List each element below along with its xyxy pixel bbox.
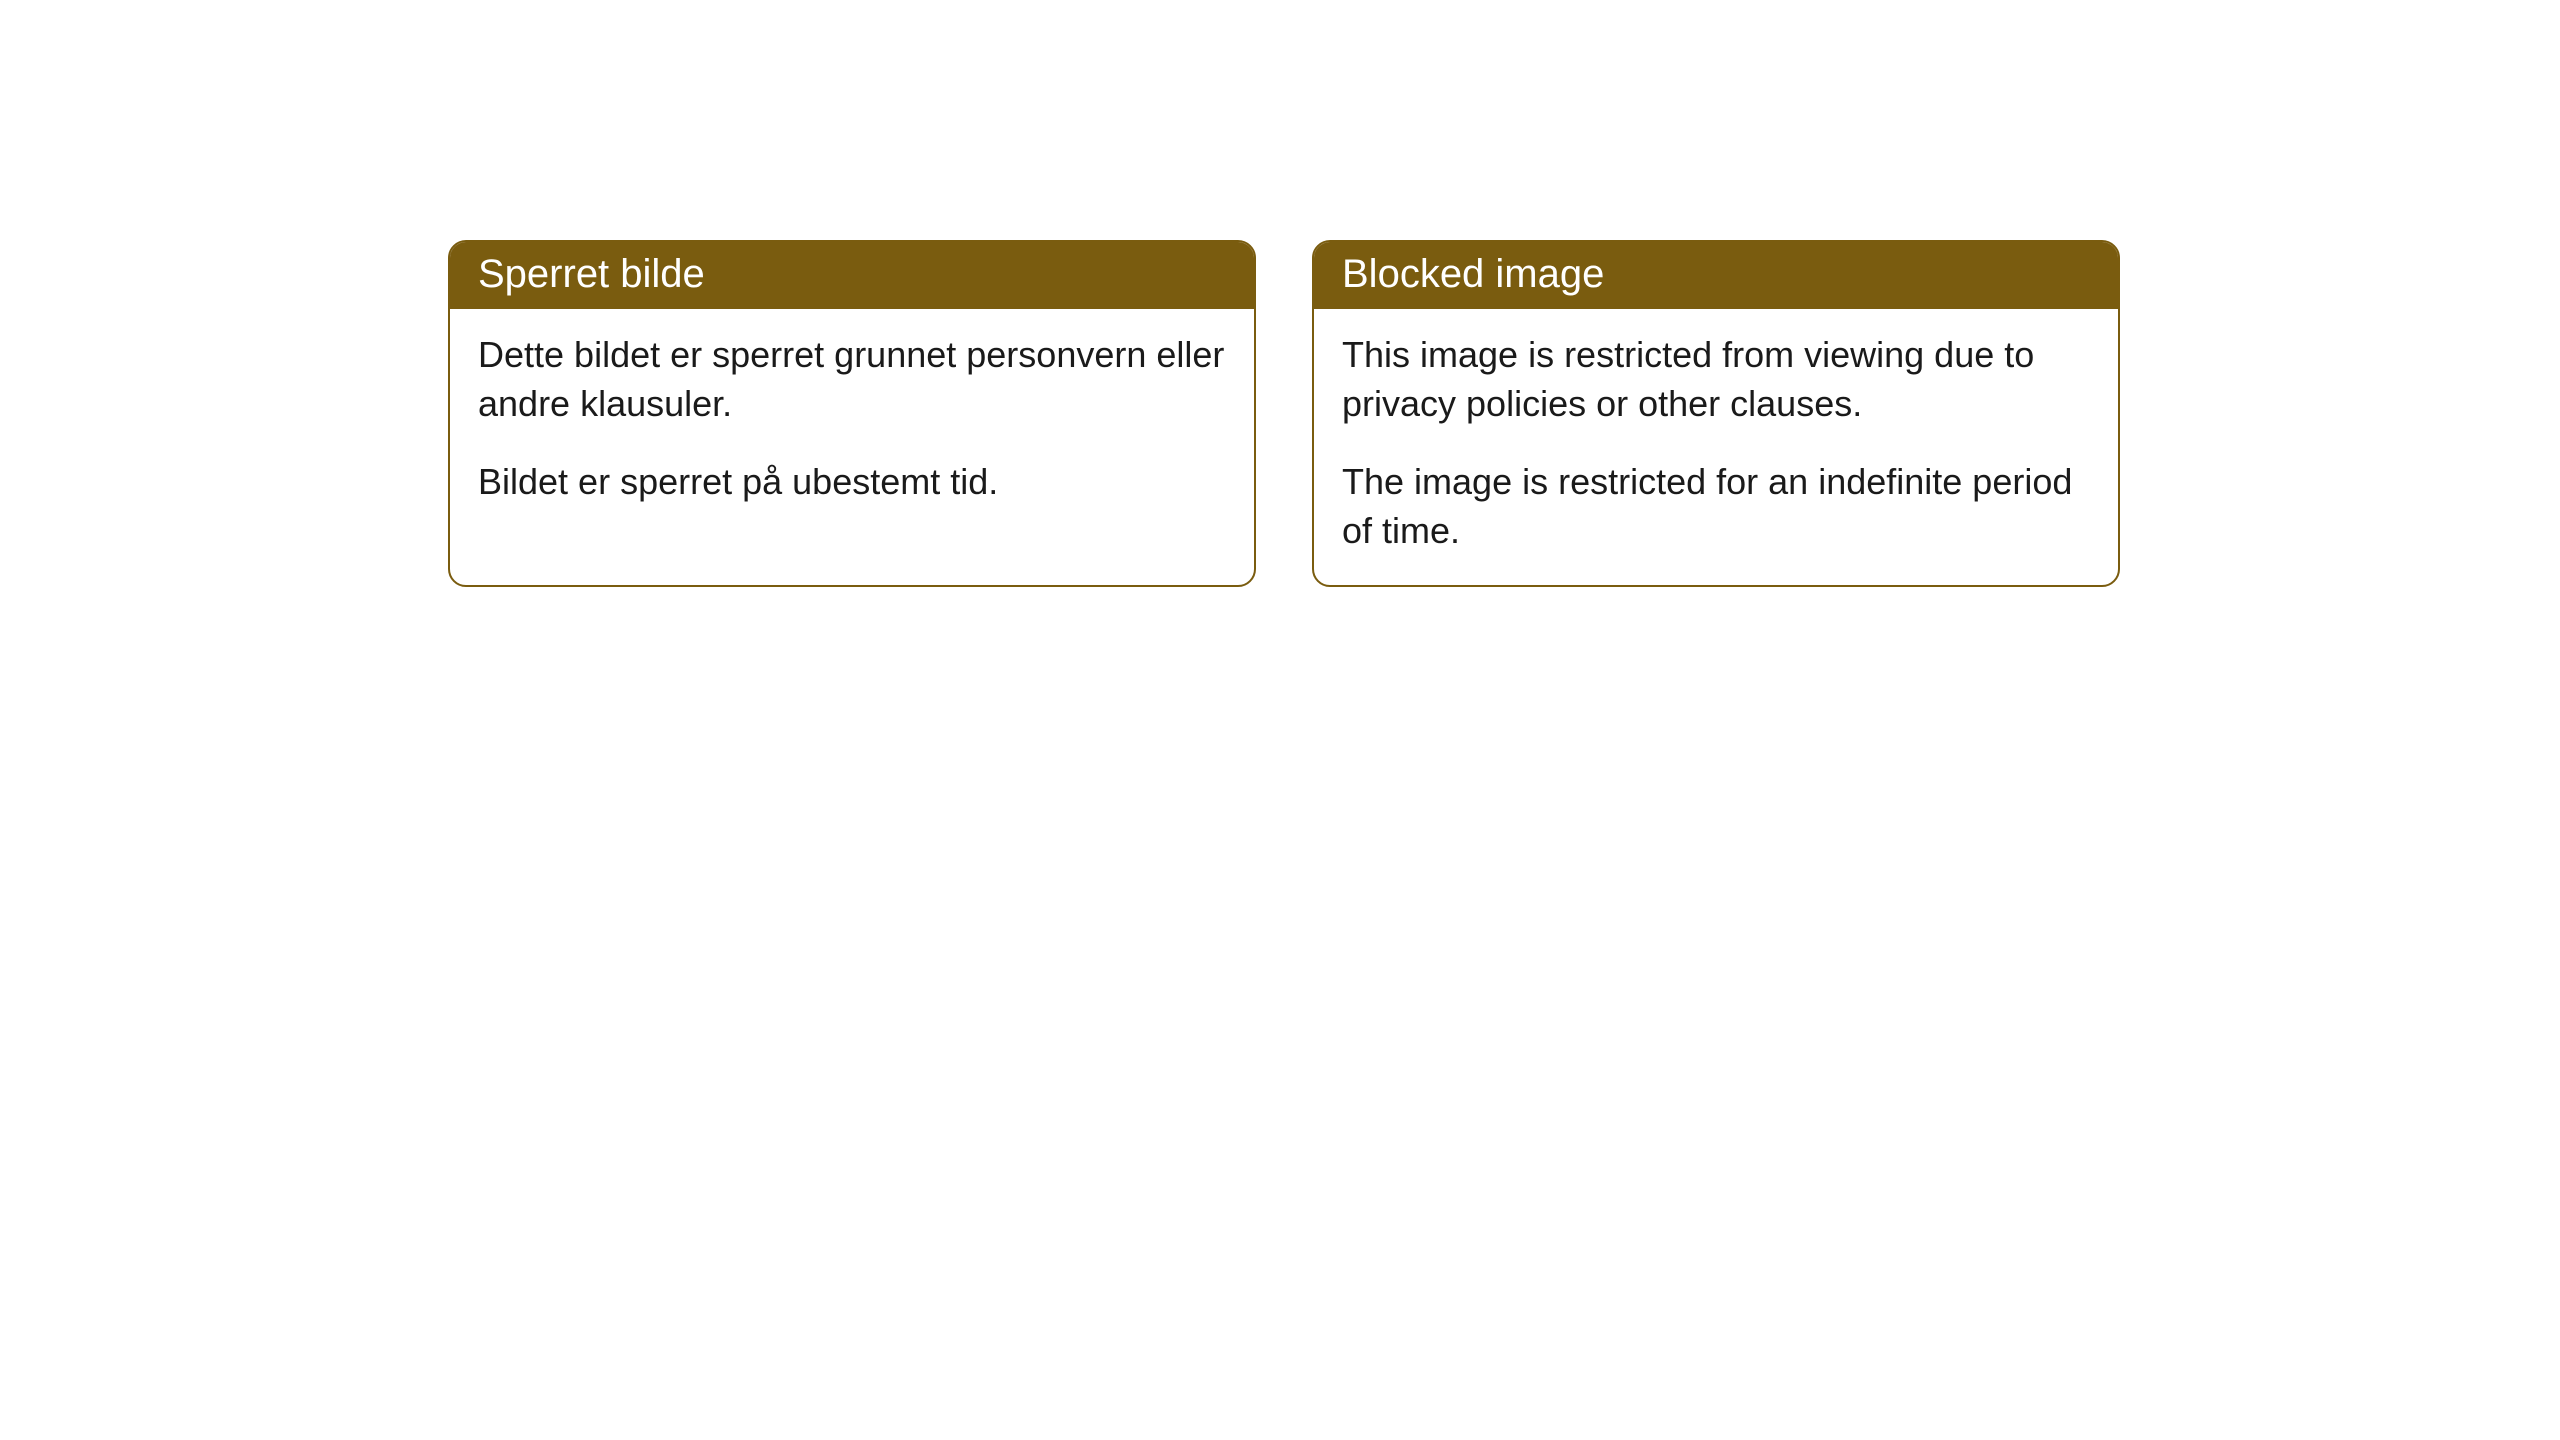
notice-paragraph: Dette bildet er sperret grunnet personve…	[478, 331, 1226, 428]
notice-paragraph: Bildet er sperret på ubestemt tid.	[478, 458, 1226, 507]
notice-title: Sperret bilde	[478, 252, 705, 296]
notice-card-english: Blocked image This image is restricted f…	[1312, 240, 2120, 587]
notice-body: Dette bildet er sperret grunnet personve…	[450, 309, 1254, 537]
notice-title: Blocked image	[1342, 252, 1604, 296]
notice-paragraph: The image is restricted for an indefinit…	[1342, 458, 2090, 555]
notice-header: Blocked image	[1314, 242, 2118, 309]
notice-body: This image is restricted from viewing du…	[1314, 309, 2118, 585]
notice-container: Sperret bilde Dette bildet er sperret gr…	[0, 0, 2560, 587]
notice-header: Sperret bilde	[450, 242, 1254, 309]
notice-card-norwegian: Sperret bilde Dette bildet er sperret gr…	[448, 240, 1256, 587]
notice-paragraph: This image is restricted from viewing du…	[1342, 331, 2090, 428]
